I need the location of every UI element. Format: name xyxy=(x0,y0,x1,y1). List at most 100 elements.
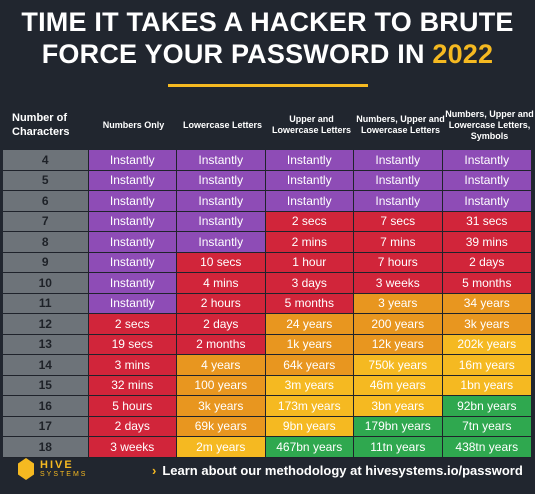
time-cell: 3 weeks xyxy=(354,273,443,293)
table-row: 5 Instantly Instantly Instantly Instantly Ins… xyxy=(3,170,532,191)
row-character-count: 12 xyxy=(3,314,89,334)
header-lowercase: Lowercase Letters xyxy=(182,119,263,130)
time-cell: 2 secs xyxy=(88,314,178,334)
time-cell: 202k years xyxy=(442,334,532,354)
time-cell: Instantly xyxy=(354,150,443,170)
time-cell: 3 weeks xyxy=(88,437,178,457)
header-num-upper-lower: Numbers, Upper and Lowercase Letters xyxy=(356,114,445,135)
header-numbers-only: Numbers Only xyxy=(102,119,165,130)
time-cell: Instantly xyxy=(177,211,266,231)
time-cell: 69k years xyxy=(177,416,266,436)
time-cell: Instantly xyxy=(177,170,266,190)
time-cell: 7 hours xyxy=(354,252,443,272)
time-cell: 1 hour xyxy=(265,252,355,272)
header-upper-lower: Upper and Lowercase Letters xyxy=(271,114,352,135)
row-character-count: 14 xyxy=(3,355,89,375)
time-cell: 5 hours xyxy=(88,396,178,416)
page-title: TIME IT TAKES A HACKER TO BRUTE FORCE YO… xyxy=(0,6,535,70)
methodology-link[interactable]: › Learn about our methodology at hivesyst… xyxy=(152,463,523,478)
time-cell: 9bn years xyxy=(265,416,355,436)
time-cell: 7 mins xyxy=(354,232,443,252)
time-cell: Instantly xyxy=(265,191,355,211)
time-cell: Instantly xyxy=(88,170,178,190)
time-cell: 3 days xyxy=(265,273,355,293)
time-cell: 5 months xyxy=(442,273,532,293)
table-row: 6 Instantly Instantly Instantly Instantly Ins… xyxy=(3,191,532,212)
time-cell: 3k years xyxy=(442,314,532,334)
row-character-count: 5 xyxy=(3,170,89,190)
time-cell: 3 mins xyxy=(88,355,178,375)
time-cell: 100 years xyxy=(177,375,266,395)
row-character-count: 7 xyxy=(3,211,89,231)
time-cell: 200 years xyxy=(354,314,443,334)
time-cell: 750k years xyxy=(354,355,443,375)
time-cell: 31 secs xyxy=(442,211,532,231)
table-row: 4 Instantly Instantly Instantly Instantly Ins… xyxy=(3,150,532,171)
time-cell: 1k years xyxy=(265,334,355,354)
time-cell: 2 months xyxy=(177,334,266,354)
time-cell: Instantly xyxy=(265,150,355,170)
time-cell: 3bn years xyxy=(354,396,443,416)
time-cell: 2 days xyxy=(442,252,532,272)
row-character-count: 10 xyxy=(3,273,89,293)
header-number-of-characters: Number of Characters xyxy=(12,112,70,138)
time-cell: 34 years xyxy=(442,293,532,313)
table-row: 9 Instantly 10 secs 1 hour 7 hours 2 days xyxy=(3,252,532,273)
time-cell: 2 secs xyxy=(265,211,355,231)
table-row: 12 2 secs 2 days 24 years 200 years 3k years xyxy=(3,314,532,335)
table-row: 11 Instantly 2 hours 5 months 3 years 34 year… xyxy=(3,293,532,314)
logo-sub: SYSTEMS xyxy=(40,471,88,478)
methodology-link-text: Learn about our methodology at hivesyste… xyxy=(162,463,523,478)
header-num-upper-lower-symbols: Numbers, Upper and Lowercase Letters, Sy… xyxy=(445,108,534,141)
time-cell: 2 days xyxy=(88,416,178,436)
time-cell: 4 years xyxy=(177,355,266,375)
time-cell: Instantly xyxy=(354,170,443,190)
time-cell: 2 hours xyxy=(177,293,266,313)
time-cell: Instantly xyxy=(442,150,532,170)
time-cell: Instantly xyxy=(88,293,178,313)
hexagon-icon xyxy=(18,458,34,480)
row-character-count: 11 xyxy=(3,293,89,313)
time-cell: Instantly xyxy=(442,191,532,211)
time-cell: 2 days xyxy=(177,314,266,334)
time-cell: 4 mins xyxy=(177,273,266,293)
time-cell: Instantly xyxy=(88,232,178,252)
title-underline xyxy=(168,84,368,87)
title-year: 2022 xyxy=(432,39,494,69)
time-cell: 2 mins xyxy=(265,232,355,252)
time-cell: 46m years xyxy=(354,375,443,395)
time-cell: 16m years xyxy=(442,355,532,375)
row-character-count: 17 xyxy=(3,416,89,436)
time-cell: 5 months xyxy=(265,293,355,313)
time-cell: 3k years xyxy=(177,396,266,416)
row-character-count: 13 xyxy=(3,334,89,354)
time-cell: 64k years xyxy=(265,355,355,375)
title-line-1: TIME IT TAKES A HACKER TO BRUTE xyxy=(21,7,514,37)
table-row: 7 Instantly Instantly 2 secs 7 secs 31 secs xyxy=(3,211,532,232)
time-cell: 7 secs xyxy=(354,211,443,231)
logo-name: HIVE xyxy=(40,459,74,471)
chevron-right-icon: › xyxy=(152,463,157,478)
time-cell: 438tn years xyxy=(442,437,532,457)
table-row: 13 19 secs 2 months 1k years 12k years 202k y… xyxy=(3,334,532,355)
table-row: 17 2 days 69k years 9bn years 179bn years 7tn… xyxy=(3,416,532,437)
row-character-count: 4 xyxy=(3,150,89,170)
row-character-count: 6 xyxy=(3,191,89,211)
time-cell: 2m years xyxy=(177,437,266,457)
time-cell: Instantly xyxy=(354,191,443,211)
time-cell: 1bn years xyxy=(442,375,532,395)
time-cell: 12k years xyxy=(354,334,443,354)
time-cell: Instantly xyxy=(88,191,178,211)
time-cell: Instantly xyxy=(442,170,532,190)
title-line-2-text: FORCE YOUR PASSWORD IN xyxy=(41,39,433,69)
time-cell: 11tn years xyxy=(354,437,443,457)
time-cell: Instantly xyxy=(88,252,178,272)
time-cell: Instantly xyxy=(88,211,178,231)
row-character-count: 15 xyxy=(3,375,89,395)
row-character-count: 9 xyxy=(3,252,89,272)
title-line-2: FORCE YOUR PASSWORD IN 2022 xyxy=(0,38,535,70)
time-cell: Instantly xyxy=(177,232,266,252)
table-row: 8 Instantly Instantly 2 mins 7 mins 39 mins xyxy=(3,232,532,253)
time-cell: Instantly xyxy=(265,170,355,190)
table-row: 16 5 hours 3k years 173m years 3bn years 92bn… xyxy=(3,396,532,417)
